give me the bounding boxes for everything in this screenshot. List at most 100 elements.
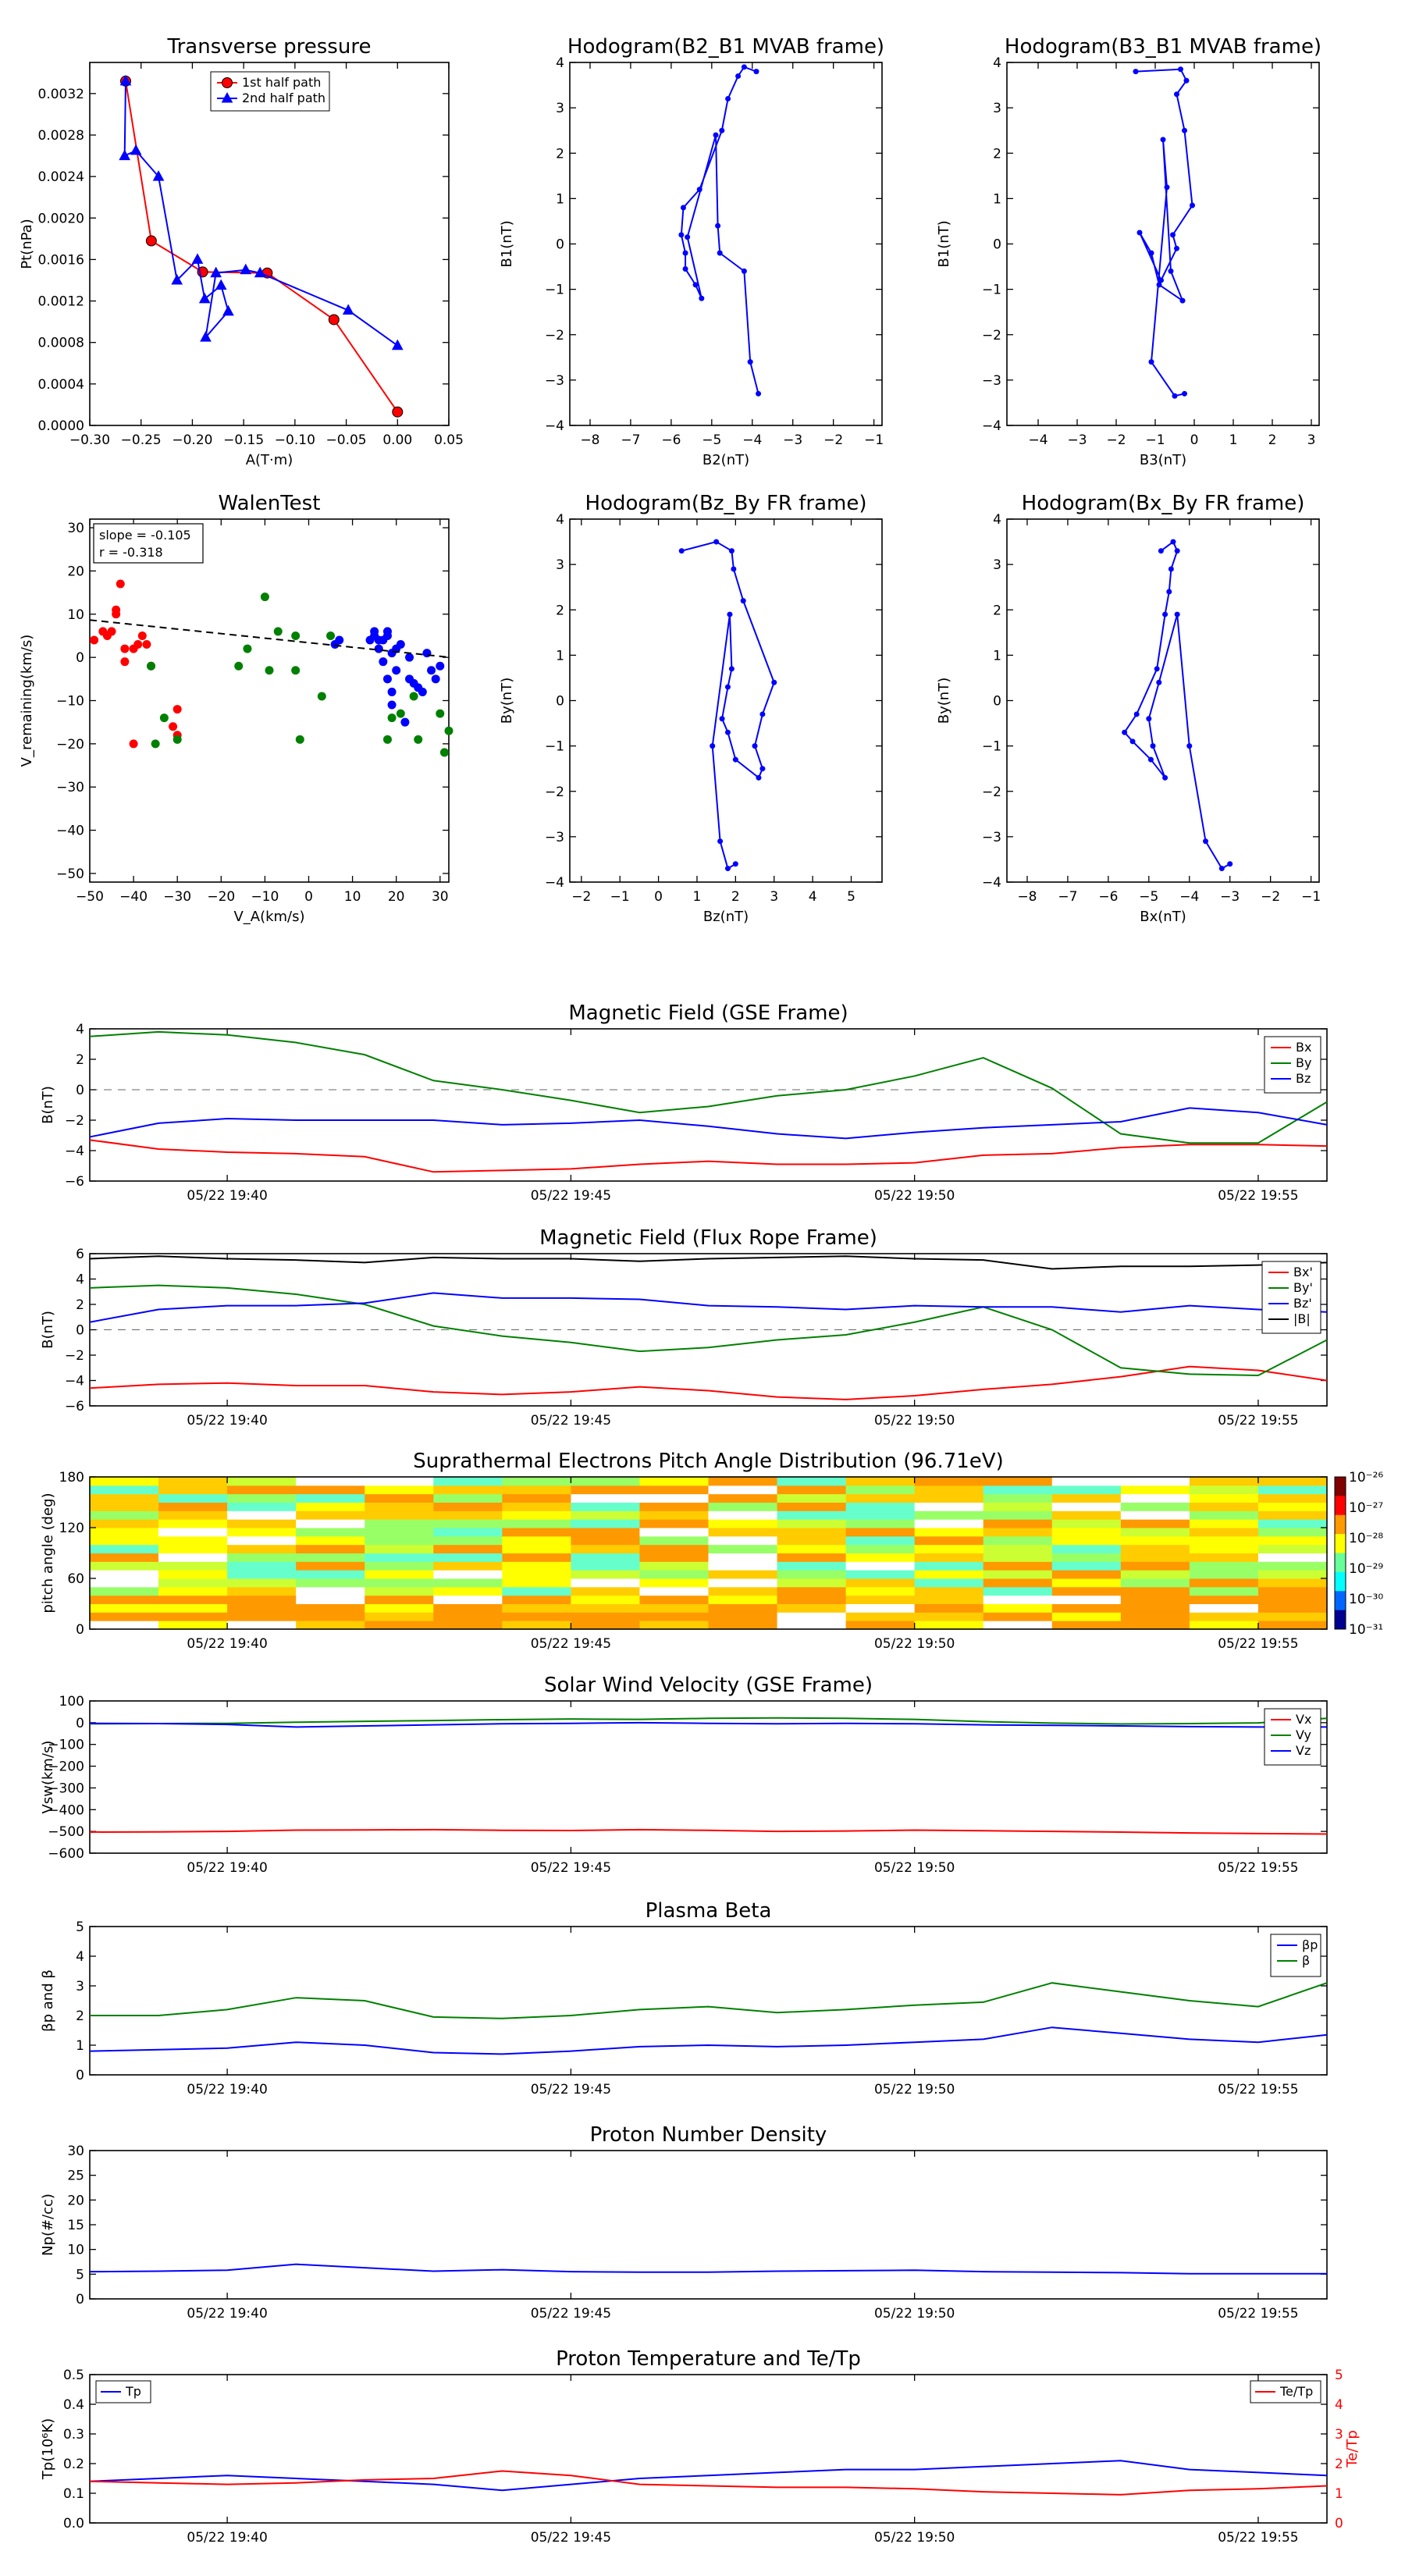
- pad-heatmap-cell: [708, 1570, 778, 1579]
- pad-colorbar-segment: [1335, 1477, 1346, 1496]
- pad-heatmap-cell: [502, 1586, 571, 1596]
- h3-title: Hodogram(Bz_By FR frame): [585, 492, 867, 515]
- pad-colorbar-segment: [1335, 1553, 1346, 1573]
- walen-ytick-label: −10: [56, 694, 84, 710]
- h4-marker-hodogram: [1174, 611, 1180, 617]
- h1-marker-hodogram: [725, 96, 731, 101]
- tp-ytick-label: 0.0004: [38, 377, 84, 393]
- mag-ytick-label: 4: [76, 1022, 84, 1037]
- pad-heatmap-cell: [1120, 1561, 1190, 1571]
- h3-marker-hodogram: [732, 756, 738, 763]
- h2-xtick-label: 3: [1307, 432, 1316, 448]
- pad-heatmap-cell: [1257, 1528, 1328, 1537]
- np-xtick-label: 05/22 19:55: [1218, 2306, 1298, 2322]
- tp-legend-frame: [210, 71, 330, 112]
- h1-panel: −8 −7 −6 −5 −4 −3 −2 −1 −4 −3 −2 −1 0 1 2 3 4Hodogram(B2…: [499, 35, 884, 468]
- pad-heatmap-cell: [1051, 1621, 1122, 1630]
- pad-heatmap-cell: [1257, 1578, 1328, 1588]
- h2-xlabel: B3(nT): [1140, 452, 1186, 468]
- h4-panel: −8 −7 −6 −5 −4 −3 −2 −1 −4 −3 −2 −1 0 1 2 3 4 Hodogram(Bx…: [936, 492, 1321, 925]
- pad-heatmap-cell: [914, 1586, 984, 1596]
- temp-line-Tp: [89, 2460, 1328, 2492]
- pad-heatmap-cell: [433, 1553, 503, 1562]
- beta-line-βp: [89, 2026, 1328, 2055]
- pad-heatmap-cell: [914, 1485, 984, 1495]
- walen-point-green: [273, 627, 283, 636]
- pad-heatmap-cell: [158, 1544, 228, 1553]
- beta-ytick-label: 5: [76, 1920, 84, 1935]
- pad-heatmap-cell: [158, 1621, 228, 1630]
- pad-heatmap-cell: [1189, 1510, 1259, 1520]
- pad-heatmap-cell: [845, 1561, 916, 1571]
- pad-heatmap-cell: [1257, 1544, 1328, 1553]
- h4-marker-hodogram: [1218, 866, 1225, 872]
- pad-heatmap-cell: [365, 1544, 434, 1553]
- h1-marker-hodogram: [699, 295, 705, 301]
- temp-ytick-label: 0.3: [63, 2427, 84, 2443]
- pad-axes-frame: [89, 1476, 1328, 1630]
- pad-heatmap-cell: [296, 1621, 365, 1630]
- walen-point-green: [409, 692, 418, 701]
- pad-heatmap-cell: [914, 1621, 984, 1630]
- pad-heatmap-cell: [1189, 1485, 1259, 1495]
- pad-heatmap-cell: [158, 1570, 228, 1579]
- pad-heatmap-cell: [158, 1493, 228, 1503]
- h3-marker-hodogram: [728, 666, 735, 672]
- walen-point-green: [151, 739, 160, 749]
- h3-marker-hodogram: [710, 743, 716, 749]
- np-title: Proton Number Density: [590, 2123, 827, 2147]
- pad-heatmap-cell: [983, 1528, 1053, 1537]
- pad-heatmap-cell: [1257, 1535, 1328, 1546]
- pad-heatmap-cell: [571, 1528, 640, 1537]
- pad-heatmap-cell: [983, 1502, 1053, 1511]
- h1-marker-hodogram: [756, 390, 762, 397]
- vsw-xtick-label: 05/22 19:45: [531, 1860, 611, 1876]
- pad-heatmap-cell: [365, 1485, 434, 1495]
- temp-y2tick-label: 2: [1335, 2457, 1343, 2472]
- pad-heatmap-cell: [296, 1561, 365, 1571]
- walen-ytick-label: 10: [67, 607, 84, 623]
- h1-ytick-label: −2: [545, 328, 564, 343]
- h1-xtick-label: −2: [823, 432, 843, 448]
- pad-heatmap-cell: [914, 1502, 984, 1511]
- h4-ytick-label: −2: [982, 785, 1001, 800]
- pad-heatmap-cell: [433, 1544, 503, 1553]
- pad-heatmap-cell: [1120, 1502, 1190, 1511]
- mag-ytick-label: −4: [65, 1144, 84, 1159]
- h3-ytick-label: 2: [556, 603, 564, 618]
- walen-r-label: r = -0.318: [99, 545, 163, 560]
- h2-ytick-label: 0: [993, 237, 1001, 253]
- pad-heatmap-cell: [90, 1477, 159, 1486]
- temp-xtick-label: 05/22 19:55: [1218, 2530, 1298, 2546]
- pad-heatmap-cell: [1051, 1493, 1122, 1503]
- vsw-ytick-label: −100: [48, 1738, 84, 1753]
- pad-heatmap-cell: [296, 1535, 365, 1546]
- tp-marker-2nd half path: [240, 263, 252, 275]
- beta-xtick-label: 05/22 19:45: [531, 2082, 611, 2097]
- walen-point-red: [112, 605, 121, 614]
- mag-ytick-label: 2: [76, 1052, 84, 1068]
- walen-point-blue: [400, 717, 410, 727]
- beta-ytick-label: 0: [76, 2068, 84, 2083]
- walen-point-green: [382, 735, 392, 744]
- pad-xtick-label: 05/22 19:40: [187, 1636, 267, 1652]
- pad-heatmap-cell: [845, 1553, 916, 1562]
- h2-ytick-label: −1: [982, 283, 1001, 298]
- beta-ytick-label: 1: [76, 2038, 84, 2054]
- magfr-legend-label: |B|: [1293, 1311, 1311, 1326]
- pad-heatmap-cell: [1051, 1561, 1122, 1571]
- h4-marker-hodogram: [1147, 756, 1154, 763]
- pad-heatmap-cell: [571, 1477, 640, 1486]
- walen-point-red: [107, 627, 116, 636]
- h2-marker-hodogram: [1158, 277, 1164, 283]
- h2-title: Hodogram(B3_B1 MVAB frame): [1005, 35, 1321, 59]
- pad-colorbar-segment: [1335, 1591, 1346, 1611]
- pad-heatmap-cell: [1257, 1502, 1328, 1511]
- pad-heatmap-cell: [296, 1493, 365, 1503]
- h2-marker-hodogram: [1148, 250, 1154, 256]
- pad-heatmap-cell: [571, 1621, 640, 1630]
- pad-heatmap-cell: [914, 1544, 984, 1553]
- beta-ylabel: βp and β: [40, 1969, 56, 2032]
- pad-heatmap-cell: [914, 1570, 984, 1579]
- pad-heatmap-cell: [845, 1528, 916, 1537]
